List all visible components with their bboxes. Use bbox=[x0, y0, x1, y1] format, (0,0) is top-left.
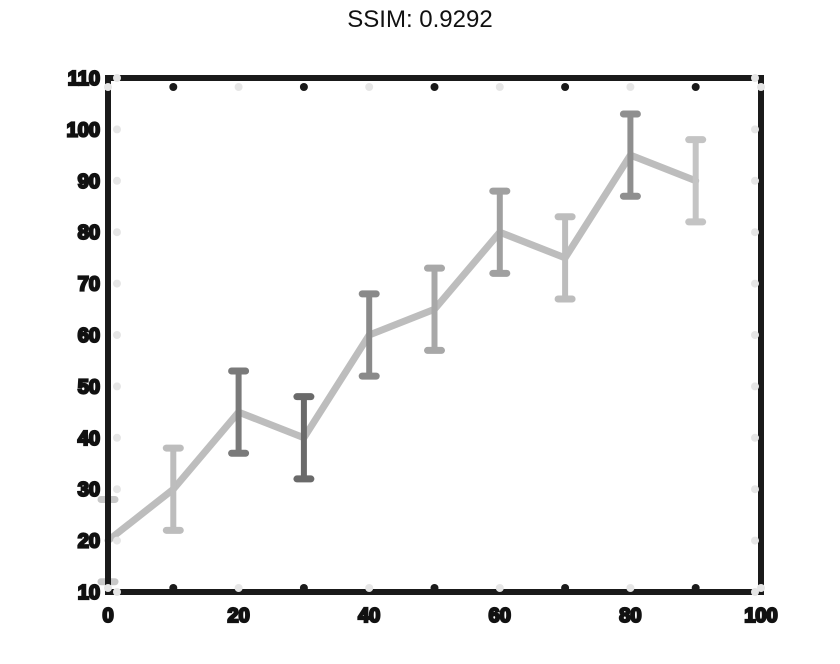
y-tick-left bbox=[113, 125, 121, 134]
y-tick-label: 30 bbox=[78, 479, 100, 501]
y-tick-left bbox=[113, 228, 121, 237]
y-tick-left bbox=[113, 433, 121, 442]
y-tick-right bbox=[751, 382, 759, 391]
plot-marks bbox=[97, 110, 707, 586]
y-tick-left bbox=[113, 536, 121, 545]
x-tick-bottom bbox=[299, 584, 308, 592]
y-tick-right bbox=[751, 125, 759, 134]
y-tick-right bbox=[751, 536, 759, 545]
y-tick-label: 90 bbox=[78, 171, 100, 193]
x-tick-bottom bbox=[430, 584, 439, 592]
x-tick-top bbox=[234, 83, 243, 91]
x-tick-bottom bbox=[495, 584, 504, 592]
axis-tick-labels: 0 20 40 60 80 100 10 20 30 40 50 60 70 80 90 100 110 bbox=[66, 67, 779, 628]
y-tick-left bbox=[113, 485, 121, 494]
x-tick-bottom bbox=[561, 584, 570, 592]
y-tick-label: 60 bbox=[78, 325, 100, 347]
x-tick-label: 0 bbox=[102, 605, 113, 627]
x-tick-bottom bbox=[169, 584, 178, 592]
x-tick-bottom bbox=[234, 584, 243, 592]
axis-ticks bbox=[104, 74, 765, 596]
x-tick-top bbox=[365, 83, 374, 91]
x-tick-top bbox=[757, 83, 765, 91]
y-tick-right bbox=[751, 228, 759, 237]
x-tick-top bbox=[299, 83, 308, 91]
y-tick-left bbox=[113, 331, 121, 339]
y-tick-right bbox=[751, 485, 759, 494]
y-tick-right bbox=[751, 176, 759, 185]
y-tick-label: 20 bbox=[78, 531, 100, 553]
y-tick-left bbox=[113, 176, 121, 185]
x-tick-top bbox=[495, 83, 504, 91]
x-tick-top bbox=[104, 83, 112, 91]
y-tick-right bbox=[751, 433, 759, 442]
chart-title: SSIM: 0.9292 bbox=[347, 6, 493, 33]
x-tick-top bbox=[430, 83, 439, 91]
y-tick-left bbox=[113, 74, 121, 82]
y-tick-right bbox=[751, 331, 759, 339]
x-tick-label: 20 bbox=[227, 605, 249, 627]
y-tick-label: 50 bbox=[78, 376, 100, 398]
x-tick-label: 80 bbox=[619, 605, 641, 627]
y-tick-right bbox=[751, 74, 759, 82]
x-tick-top bbox=[561, 83, 570, 91]
x-tick-top bbox=[691, 83, 700, 91]
y-tick-label: 110 bbox=[68, 68, 100, 90]
x-tick-bottom bbox=[104, 584, 112, 592]
y-tick-label: 70 bbox=[78, 274, 100, 296]
y-tick-label: 80 bbox=[78, 222, 100, 244]
x-tick-top bbox=[626, 83, 635, 91]
y-tick-left bbox=[113, 588, 121, 596]
y-tick-label: 100 bbox=[67, 119, 100, 141]
x-tick-bottom bbox=[626, 584, 635, 592]
y-tick-right bbox=[751, 588, 759, 596]
x-tick-bottom bbox=[691, 584, 700, 592]
x-tick-label: 40 bbox=[358, 605, 380, 627]
y-tick-label: 40 bbox=[78, 428, 100, 450]
x-tick-label: 100 bbox=[744, 605, 777, 627]
series-line bbox=[104, 151, 700, 545]
y-tick-label: 10 bbox=[78, 582, 100, 604]
y-tick-left bbox=[113, 382, 121, 391]
y-tick-right bbox=[751, 279, 759, 288]
x-tick-label: 60 bbox=[489, 605, 511, 627]
x-tick-bottom bbox=[757, 584, 765, 592]
y-tick-left bbox=[113, 279, 121, 288]
x-tick-top bbox=[169, 83, 178, 91]
x-tick-bottom bbox=[365, 584, 374, 592]
